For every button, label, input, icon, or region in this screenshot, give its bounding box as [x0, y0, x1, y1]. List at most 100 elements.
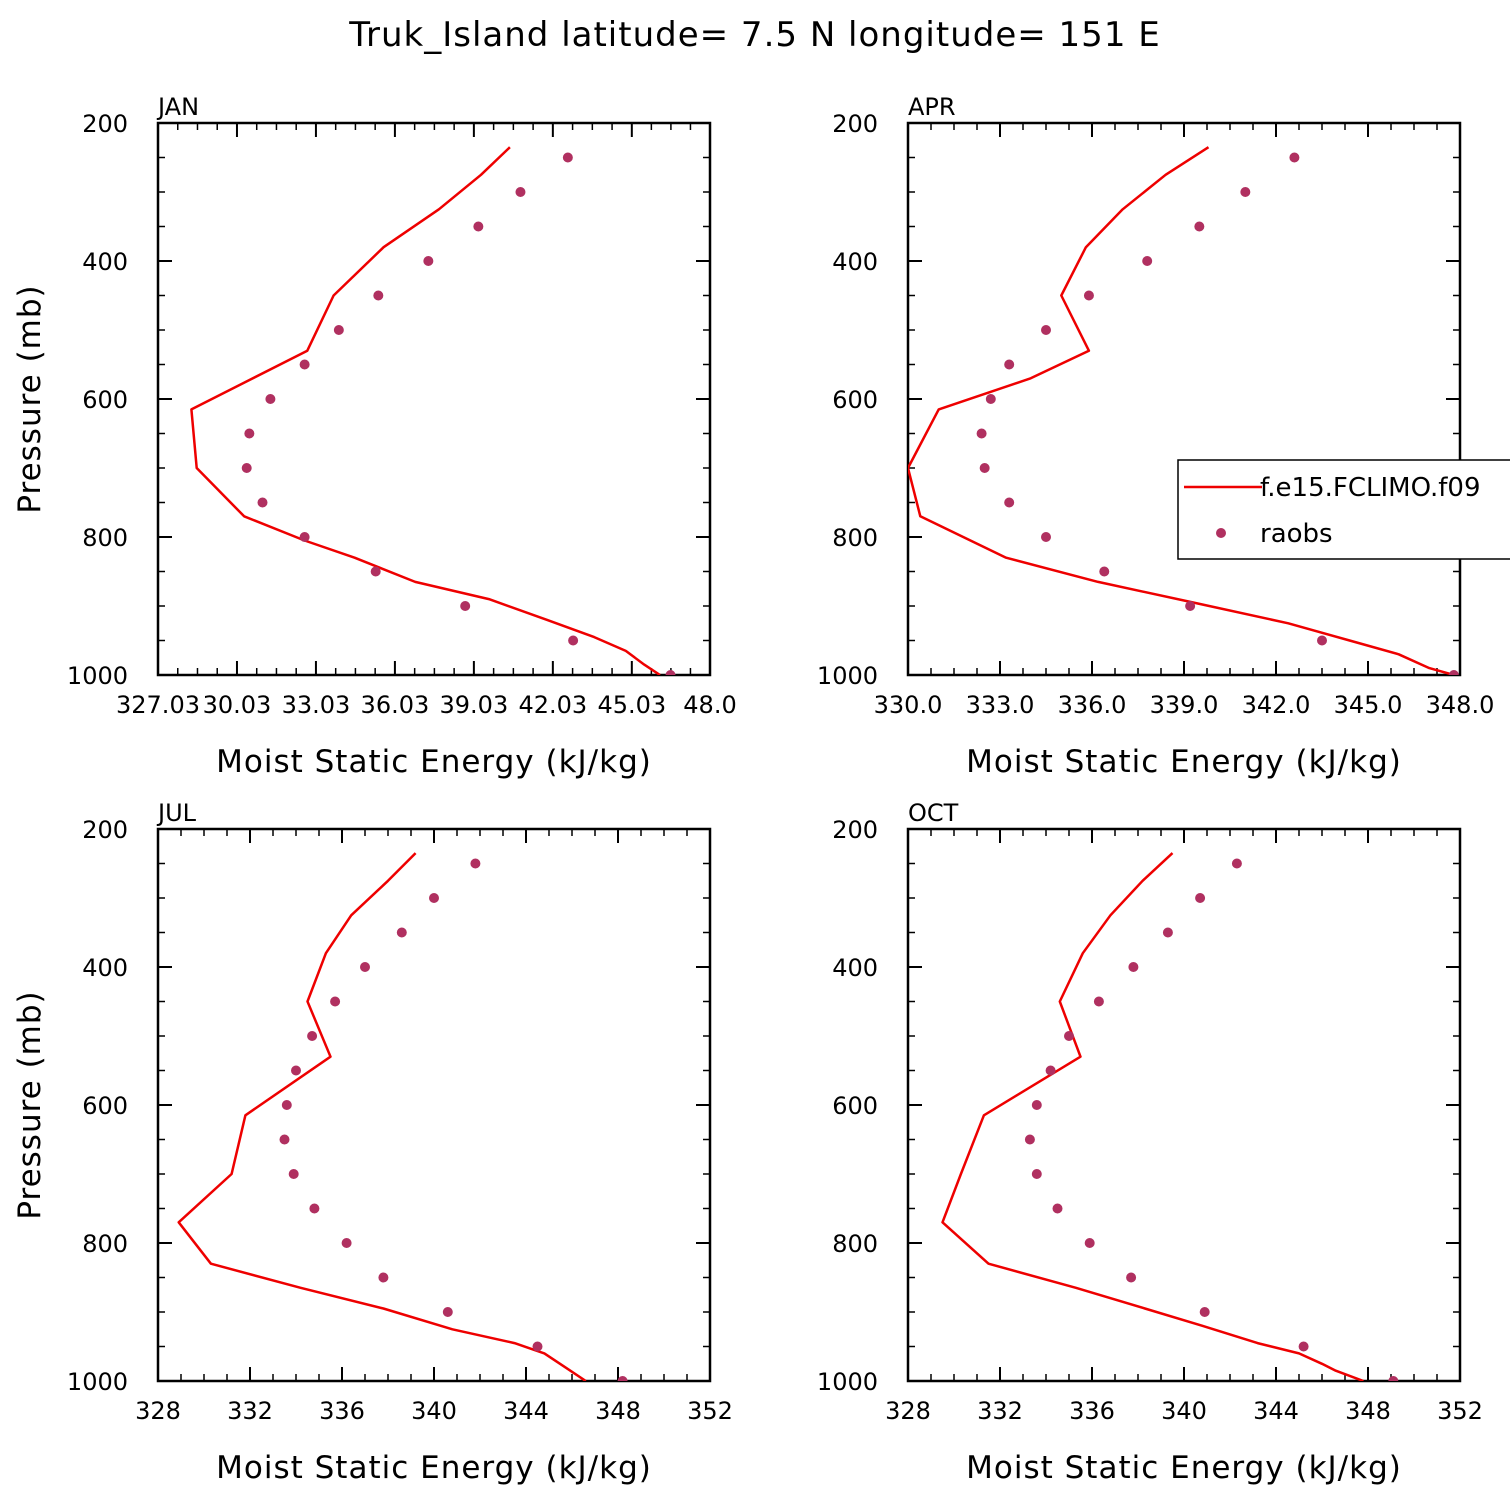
figure-title: Truk_Island latitude= 7.5 N longitude= 1…: [348, 15, 1161, 55]
x-tick-label: 332: [977, 1397, 1023, 1425]
obs-point-apr: [976, 428, 987, 439]
obs-point-apr: [1194, 221, 1205, 232]
x-tick-label: 328: [885, 1397, 931, 1425]
y-tick-label: 800: [832, 1230, 878, 1258]
obs-point-jul: [470, 858, 481, 869]
obs-point-jan: [460, 601, 471, 611]
obs-point-oct: [1052, 1203, 1063, 1214]
obs-point-jul: [291, 1065, 301, 1076]
obs-point-apr: [1142, 256, 1153, 266]
x-tick-label: 42.03: [518, 691, 587, 719]
obs-point-apr: [1317, 635, 1327, 646]
obs-point-apr: [1099, 566, 1110, 577]
x-tick-label: 45.03: [597, 691, 666, 719]
obs-point-jul: [429, 893, 439, 903]
x-tick-label: 328: [135, 1397, 181, 1425]
y-tick-label: 600: [82, 1092, 128, 1120]
x-tick-label: 348: [1345, 1397, 1391, 1425]
y-tick-label: 600: [832, 1092, 878, 1120]
x-tick-label: 327.03: [116, 691, 200, 719]
obs-point-jan: [370, 566, 381, 577]
plot-frame-jul: [156, 827, 712, 1383]
panels: JAN 327.03 30.03 33.03 36.03 39.03 42.03 45.03 4…: [12, 93, 1494, 1486]
x-tick-label: 344: [1253, 1397, 1299, 1425]
x-axis-title-jan: Moist Static Energy (kJ/kg): [216, 744, 652, 780]
x-tick-label: 340: [1161, 1397, 1207, 1425]
x-tick-label: 336: [319, 1397, 365, 1425]
obs-point-oct: [1093, 996, 1104, 1007]
obs-point-oct: [1045, 1065, 1056, 1076]
y-axis-title-jul: Pressure (mb): [12, 990, 48, 1219]
obs-point-oct: [1084, 1238, 1095, 1248]
obs-point-jan: [299, 359, 310, 370]
panel-oct: OCT 328 332 336 340 344 348 352 200 400 600 800 1000…: [817, 799, 1483, 1486]
obs-point-jan: [257, 497, 268, 508]
y-tick-label: 200: [82, 110, 128, 138]
x-axis-title-apr: Moist Static Energy (kJ/kg): [966, 744, 1402, 780]
obs-point-jan: [333, 325, 344, 335]
model-line-jan: [190, 146, 661, 675]
legend-box: [1177, 459, 1510, 560]
y-tick-label: 1000: [67, 1368, 128, 1396]
obs-point-jul: [617, 1376, 628, 1381]
obs-point-apr: [1289, 152, 1300, 163]
x-tick-label: 30.03: [203, 691, 272, 719]
model-line-jul: [177, 852, 587, 1381]
obs-point-jul: [309, 1203, 320, 1214]
y-tick-label: 400: [82, 954, 128, 982]
legend-point-swatch: [1216, 528, 1226, 538]
model-line-apr: [908, 146, 1455, 675]
panel-jan: JAN 327.03 30.03 33.03 36.03 39.03 42.03 45.03 4…: [12, 93, 737, 780]
obs-point-jan: [562, 152, 573, 163]
obs-point-oct: [1064, 1031, 1074, 1041]
x-tick-label: 342.0: [1242, 691, 1311, 719]
obs-point-oct: [1024, 1134, 1035, 1145]
y-tick-label: 200: [832, 816, 878, 844]
obs-point-jan: [241, 463, 252, 473]
obs-point-oct: [1126, 1272, 1137, 1283]
panel-label-oct: OCT: [908, 799, 959, 827]
plot-frame-oct: [906, 827, 1462, 1383]
y-tick-label: 1000: [67, 662, 128, 690]
y-tick-label: 600: [832, 386, 878, 414]
obs-point-jan: [515, 187, 526, 197]
model-line-oct: [941, 852, 1364, 1381]
y-tick-label: 400: [82, 248, 128, 276]
obs-point-apr: [1004, 359, 1015, 370]
obs-point-jul: [378, 1272, 389, 1283]
obs-point-jul: [532, 1341, 543, 1352]
y-tick-label: 800: [832, 524, 878, 552]
obs-point-apr: [979, 463, 990, 473]
obs-point-jul: [281, 1100, 292, 1110]
plot-area-jan: [190, 146, 676, 675]
plot-area-apr: [908, 146, 1459, 675]
y-tick-label: 1000: [817, 662, 878, 690]
obs-point-jul: [341, 1238, 352, 1248]
x-tick-label: 352: [687, 1397, 733, 1425]
obs-point-jul: [396, 927, 407, 938]
y-tick-label: 200: [832, 110, 878, 138]
obs-point-oct: [1031, 1169, 1042, 1179]
y-tick-label: 400: [832, 954, 878, 982]
obs-point-oct: [1298, 1341, 1309, 1352]
panel-label-jul: JUL: [156, 799, 197, 827]
legend: f.e15.FCLIMO.f09 raobs: [1177, 459, 1510, 560]
x-tick-label: 340: [411, 1397, 457, 1425]
x-tick-label: 48.0: [683, 691, 736, 719]
x-tick-label: 33.03: [282, 691, 351, 719]
obs-point-jan: [299, 532, 310, 542]
x-tick-label: 332: [227, 1397, 273, 1425]
obs-point-jan: [244, 428, 255, 439]
y-tick-label: 800: [82, 524, 128, 552]
obs-point-jul: [360, 962, 370, 972]
obs-point-apr: [985, 394, 996, 404]
obs-point-apr: [1083, 290, 1094, 301]
obs-point-oct: [1388, 1376, 1399, 1381]
y-tick-label: 400: [832, 248, 878, 276]
y-tick-label: 200: [82, 816, 128, 844]
x-axis-title-jul: Moist Static Energy (kJ/kg): [216, 1450, 652, 1486]
legend-obs-label: raobs: [1260, 519, 1333, 549]
obs-point-apr: [1448, 670, 1459, 675]
y-axis-title-jan: Pressure (mb): [12, 284, 48, 513]
